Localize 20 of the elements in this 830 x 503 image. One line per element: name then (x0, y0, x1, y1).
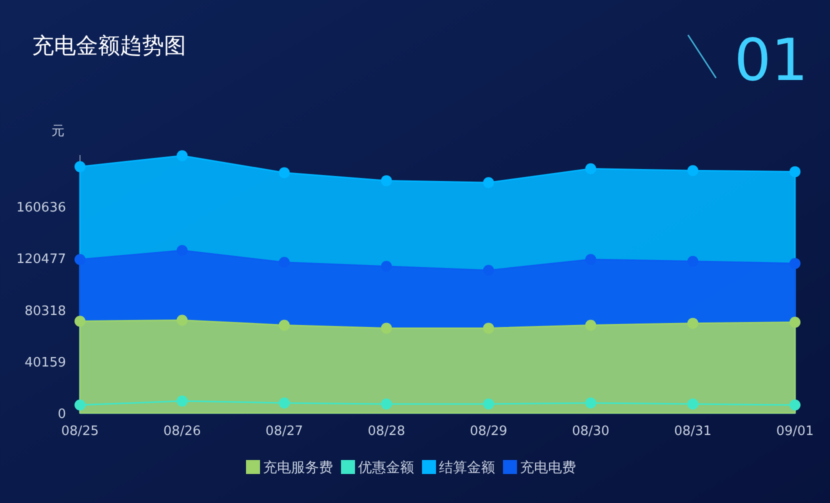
x-tick-label: 08/26 (163, 424, 201, 439)
x-tick-label: 08/25 (61, 424, 99, 439)
y-tick-label: 160636 (16, 200, 66, 216)
x-tick-label: 08/27 (266, 424, 304, 439)
legend-label: 优惠金额 (358, 460, 414, 476)
y-tick-label: 120477 (16, 252, 66, 268)
x-tick-label: 08/29 (470, 424, 508, 439)
legend-label: 充电电费 (520, 460, 576, 476)
y-axis-title: 元 (52, 124, 64, 139)
text: 01 (734, 26, 808, 94)
x-tick-label: 08/31 (674, 424, 712, 439)
y-tick-label: 0 (58, 407, 66, 422)
legend-label: 充电服务费 (263, 460, 333, 476)
x-tick-label: 08/28 (368, 424, 406, 439)
x-tick-label: 09/01 (776, 424, 814, 439)
x-tick-label: 08/30 (572, 424, 610, 439)
legend-label: 结算金额 (439, 460, 495, 476)
y-tick-label: 80318 (24, 304, 66, 319)
chart-title: 充电金额趋势图 (32, 34, 186, 59)
y-tick-label: 40159 (24, 355, 66, 370)
